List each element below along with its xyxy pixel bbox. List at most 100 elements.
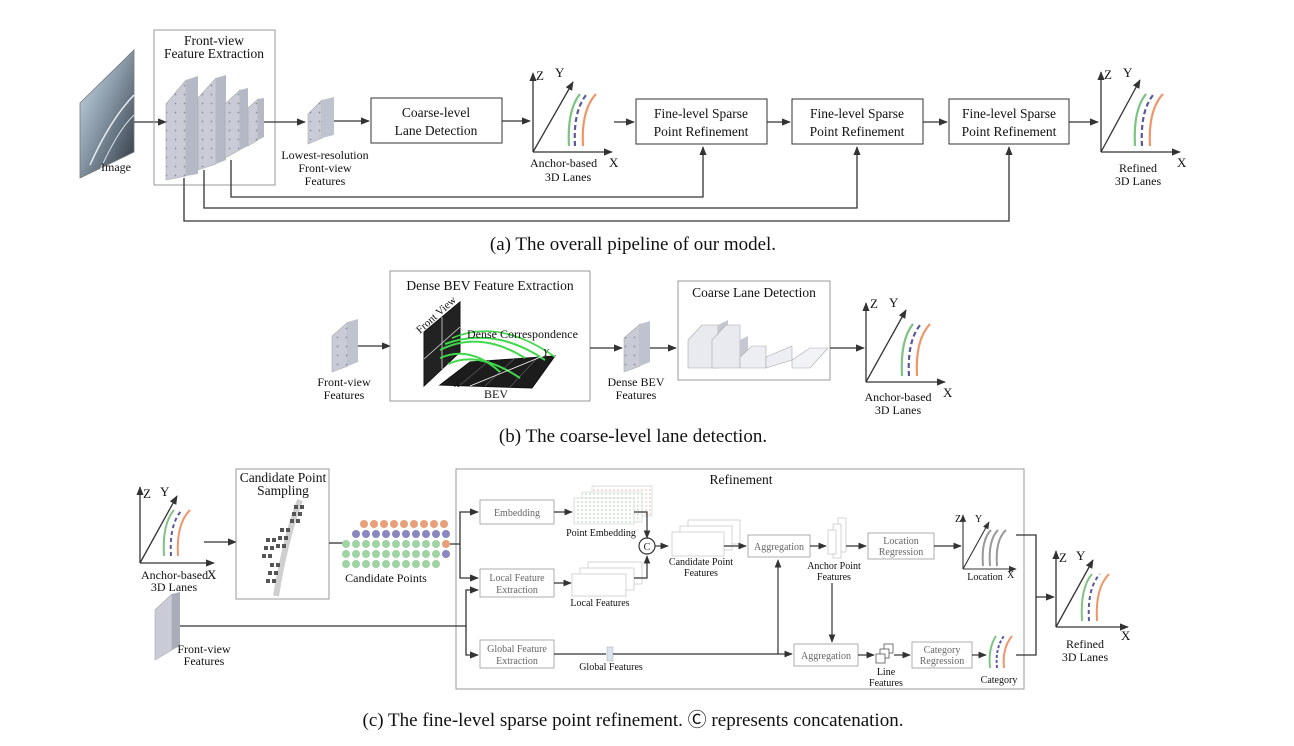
fine-label-2: Point Refinement	[810, 124, 905, 139]
dense-feat-label-1: Dense BEV	[608, 375, 665, 389]
coarse-title-b: Coarse Lane Detection	[692, 285, 816, 300]
anchor-label-a-1: Anchor-based	[530, 156, 597, 170]
axis-x-b: X	[943, 385, 953, 400]
point-embedding-graphic	[573, 485, 653, 525]
frontview-feature-block-c	[154, 592, 180, 661]
coarse-lane-detection-box	[677, 280, 831, 381]
panel-a: Image Front-view Feature Extraction Lowe…	[79, 29, 1187, 255]
axis-x-c2: X	[1121, 628, 1131, 643]
fine-label-1: Fine-level Sparse	[810, 106, 904, 121]
concat-symbol: C	[644, 542, 651, 553]
fv-label-b-1: Front-view	[317, 375, 371, 389]
caption-c: (c) The fine-level sparse point refineme…	[363, 709, 904, 731]
input-image	[79, 49, 135, 179]
location-plot	[959, 514, 1017, 573]
caption-b: (b) The coarse-level lane detection.	[499, 426, 767, 447]
line-features-label-1: Line	[877, 667, 896, 678]
axis-z-a: Z	[536, 68, 544, 83]
local-fe-label-1: Local Feature	[489, 573, 545, 584]
output-routing	[1016, 534, 1055, 656]
bev-y-label: Y	[543, 348, 550, 359]
axis-y-loc: Y	[975, 514, 982, 525]
refined-lanes-plot-a	[1097, 71, 1181, 156]
image-label: Image	[101, 160, 131, 174]
global-fe-label-2: Extraction	[496, 656, 538, 667]
apf-label-1: Anchor Point	[807, 561, 861, 572]
fine-level-refinement-box-1	[635, 98, 768, 145]
cand-points-label: Candidate Points	[345, 571, 427, 585]
category-graphic	[988, 635, 1013, 669]
axis-x-a: X	[609, 155, 619, 170]
refinement-box	[455, 468, 1025, 690]
axis-x-c: X	[207, 567, 217, 582]
axis-z-c2: Z	[1059, 550, 1067, 565]
anchor-lanes-plot-b	[862, 302, 946, 386]
aggregation-label-2: Aggregation	[801, 651, 851, 662]
bev-x-label: X	[453, 379, 461, 390]
refined-label-a-1: Refined	[1119, 161, 1157, 175]
anchor-label-a-2: 3D Lanes	[545, 170, 592, 184]
refined-label-c-2: 3D Lanes	[1062, 650, 1109, 664]
fine-level-refinement-box-3	[948, 98, 1070, 145]
location-label: Location	[967, 572, 1003, 583]
refined-label-a-2: 3D Lanes	[1115, 174, 1162, 188]
cat-reg-label-1: Category	[924, 645, 961, 656]
cand-sampling-label-1: Candidate Point	[240, 470, 327, 485]
panel-b: Front-view Features Dense BEV Feature Ex…	[317, 270, 953, 447]
axis-x-loc: X	[1007, 570, 1015, 581]
axis-y-b: Y	[889, 295, 899, 310]
axis-y-a2: Y	[1123, 65, 1133, 80]
candidate-points-grid	[342, 520, 450, 568]
global-features-label: Global Features	[579, 662, 643, 673]
apf-label-2: Features	[817, 572, 851, 583]
cat-reg-label-2: Regression	[920, 656, 964, 667]
routing	[180, 508, 479, 659]
dense-bev-title: Dense BEV Feature Extraction	[406, 278, 574, 293]
arrow	[634, 555, 651, 579]
category-label: Category	[981, 675, 1018, 686]
loc-reg-label-2: Regression	[879, 547, 923, 558]
local-features-label: Local Features	[570, 598, 629, 609]
anchor-label-c-1: Anchor-based	[141, 568, 208, 582]
anchor-label-b-1: Anchor-based	[864, 390, 931, 404]
frontview-title-1: Front-view	[184, 33, 244, 48]
fv-label-c-2: Features	[184, 654, 225, 668]
refinement-title: Refinement	[710, 472, 773, 487]
anchor-label-c-2: 3D Lanes	[151, 580, 198, 594]
refined-lanes-plot-c	[1052, 550, 1129, 631]
cpf-label-1: Candidate Point	[669, 557, 733, 568]
fv-label-b-2: Features	[324, 388, 365, 402]
dense-bev-feature-block	[623, 321, 650, 373]
dense-correspondence-graphic	[423, 300, 557, 389]
global-feature-extraction-box	[479, 639, 555, 669]
dense-bev-box	[389, 270, 591, 402]
anchor-point-features-graphic	[827, 517, 847, 559]
frontview-extraction-box	[153, 29, 276, 186]
axis-z-a2: Z	[1104, 67, 1112, 82]
global-routing	[613, 559, 793, 658]
axis-z-b: Z	[870, 296, 878, 311]
candidate-point-features-graphic	[671, 519, 741, 557]
lowres-label-1: Lowest-resolution	[281, 148, 368, 162]
embedding-box	[479, 499, 555, 525]
category-regression-box	[911, 641, 973, 669]
axis-z-c: Z	[143, 486, 151, 501]
anchor-lanes-plot-c	[136, 486, 215, 567]
coarse-label-1: Coarse-level	[402, 105, 470, 120]
anchor-label-b-2: 3D Lanes	[875, 403, 922, 417]
coarse-detection-layers	[687, 320, 829, 369]
frontview-feature-block-b	[331, 319, 358, 373]
candidate-sampling-box	[235, 468, 330, 600]
arrow	[634, 511, 651, 539]
local-feature-extraction-box	[479, 568, 555, 598]
coarse-level-lane-detection-box	[370, 97, 503, 144]
local-fe-label-2: Extraction	[496, 585, 538, 596]
lowres-label-3: Features	[305, 174, 346, 188]
lowres-feature-block	[307, 97, 334, 145]
cand-sampling-label-2: Sampling	[257, 483, 309, 498]
axis-y-c2: Y	[1076, 548, 1086, 563]
point-embedding-label: Point Embedding	[566, 528, 636, 539]
coarse-label-2: Lane Detection	[395, 123, 478, 138]
global-features-block	[606, 646, 614, 662]
